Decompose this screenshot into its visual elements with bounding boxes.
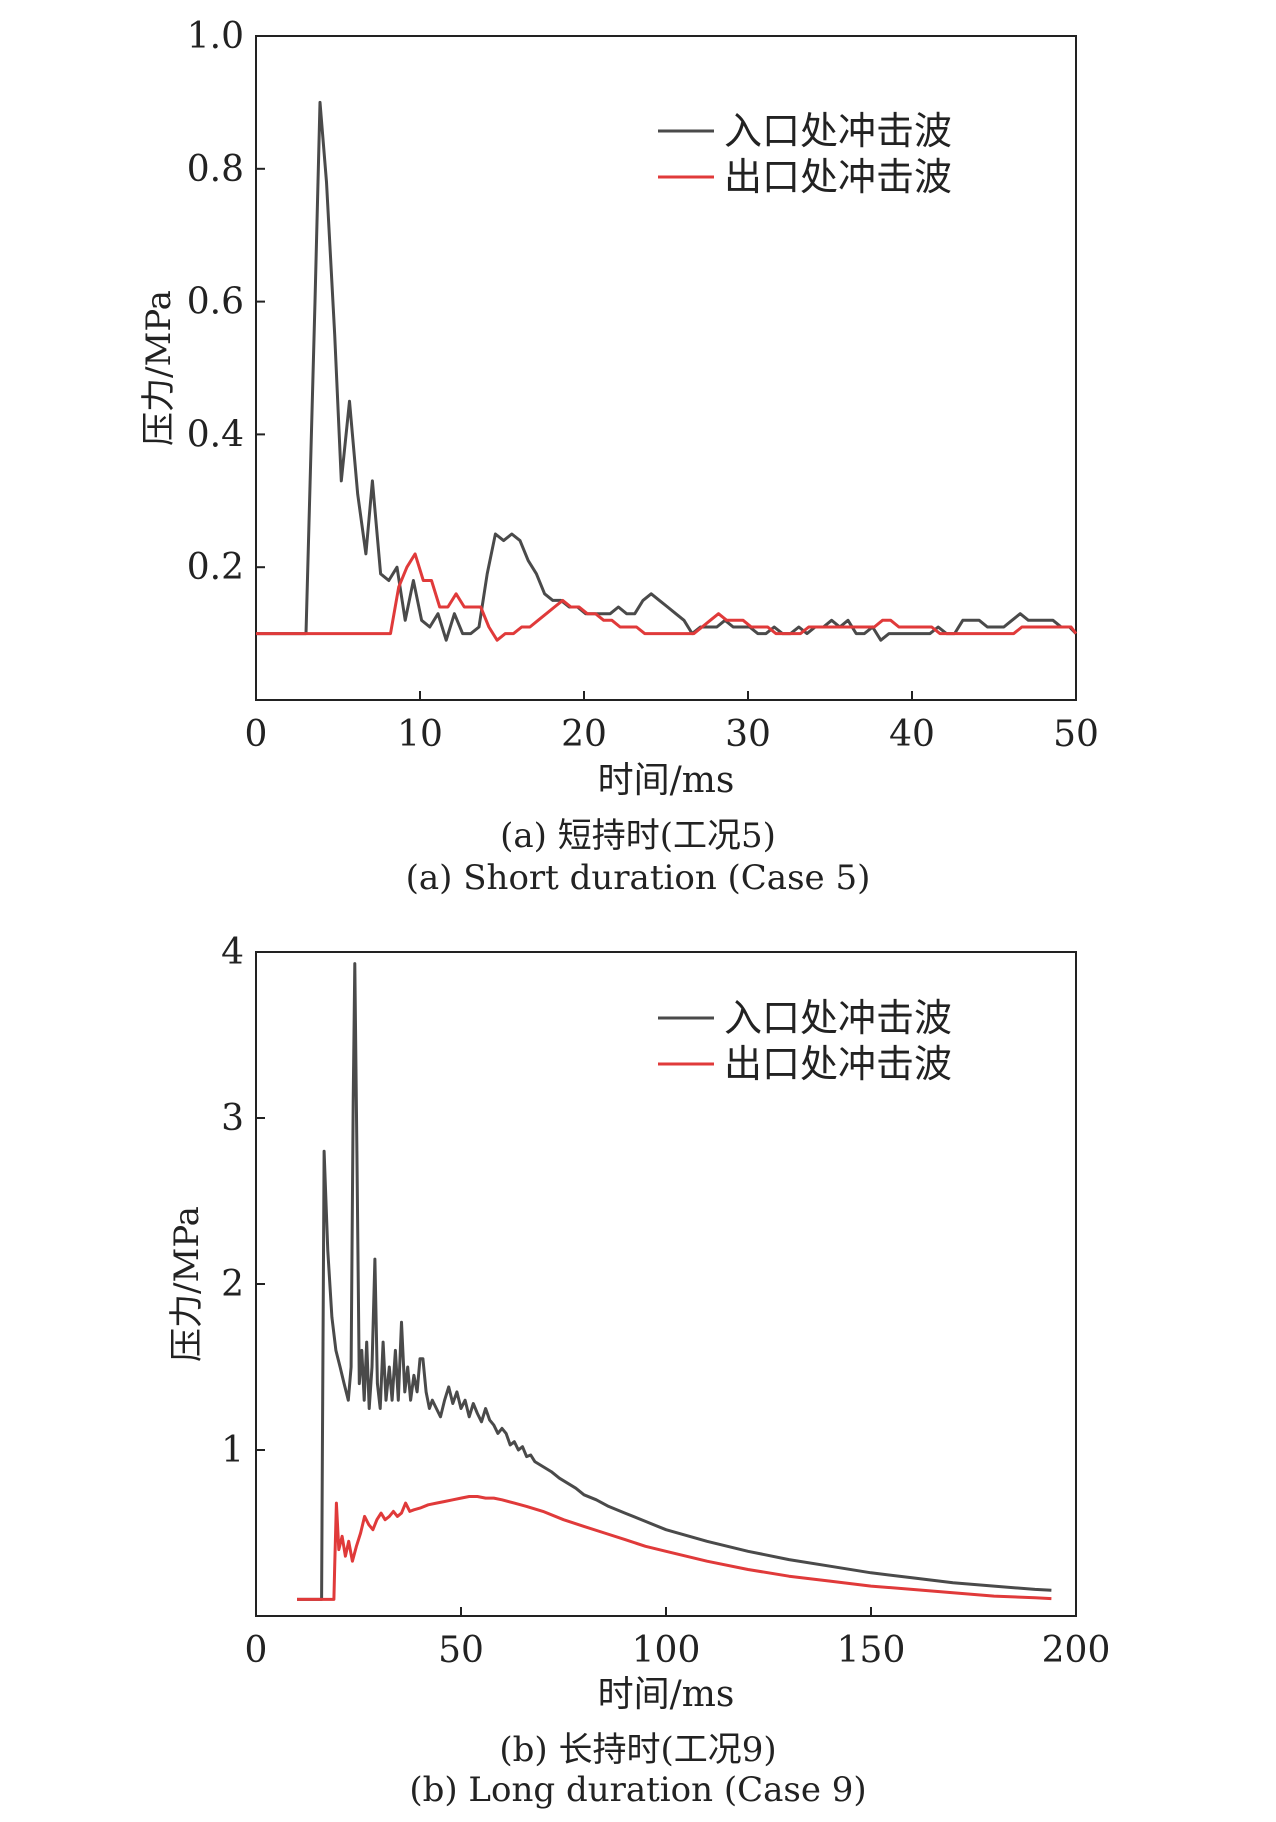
chart-b-x-axis-title: 时间/ms	[598, 1674, 735, 1715]
chart-b-series	[297, 962, 1052, 1601]
chart-a-x-tick-label: 0	[245, 714, 268, 755]
chart-b-legend-inlet: 入口处冲击波	[724, 996, 952, 1040]
chart-b-x-tick-label: 0	[245, 1630, 268, 1671]
chart-b-y-tick-label: 2	[221, 1264, 244, 1305]
chart-a-y-tick-label: 0.8	[187, 149, 244, 190]
chart-b-x-tick-label: 50	[438, 1630, 484, 1671]
chart-a-ticks: 0 10 20 30 40 50 0.2 0.4 0.6 0.8 1.0	[187, 16, 1099, 755]
chart-b-y-tick-label: 4	[221, 932, 244, 973]
chart-a-x-tick-label: 10	[397, 714, 443, 755]
chart-b-caption-en: (b) Long duration (Case 9)	[409, 1770, 867, 1810]
chart-a-y-tick-label: 0.6	[187, 282, 244, 323]
chart-a-series-inlet-line	[256, 100, 1078, 642]
chart-b-caption-cn: (b) 长持时(工况9)	[499, 1730, 777, 1770]
chart-a-y-axis-title: 压力/MPa	[139, 290, 179, 446]
chart-a-x-tick-label: 20	[561, 714, 607, 755]
chart-a-series-outlet-line	[256, 552, 1078, 642]
chart-b: 0 50 100 150 200 1 2 3 4 入口处冲击波 出口处冲击波 时间/ms 压力/…	[167, 932, 1110, 1715]
chart-a-x-axis-title: 时间/ms	[598, 760, 735, 801]
chart-b-ticks: 0 50 100 150 200 1 2 3 4	[221, 932, 1110, 1671]
chart-b-legend-outlet: 出口处冲击波	[724, 1042, 952, 1086]
chart-b-x-tick-label: 150	[837, 1630, 906, 1671]
chart-a-x-tick-label: 40	[889, 714, 935, 755]
chart-a-caption-cn: (a) 短持时(工况5)	[500, 816, 776, 856]
chart-b-y-tick-label: 1	[221, 1430, 244, 1471]
chart-a-caption-en: (a) Short duration (Case 5)	[405, 858, 871, 898]
chart-a-x-tick-label: 30	[725, 714, 771, 755]
chart-a-y-tick-label: 0.2	[187, 547, 244, 588]
chart-a-y-tick-label: 0.4	[187, 414, 244, 455]
chart-b-series-outlet-line	[297, 1495, 1052, 1601]
chart-a-legend-inlet: 入口处冲击波	[724, 109, 952, 153]
chart-b-series-inlet-line	[297, 962, 1052, 1601]
chart-a-legend-outlet: 出口处冲击波	[724, 155, 952, 199]
chart-b-y-tick-label: 3	[221, 1098, 244, 1139]
chart-a-y-tick-label: 1.0	[187, 16, 244, 57]
chart-a-frame	[255, 35, 1077, 701]
chart-b-x-tick-label: 200	[1042, 1630, 1111, 1671]
chart-b-x-tick-label: 100	[632, 1630, 701, 1671]
chart-a-series	[256, 100, 1078, 642]
chart-b-y-axis-title: 压力/MPa	[167, 1206, 207, 1362]
chart-a-x-tick-label: 50	[1053, 714, 1099, 755]
chart-a-legend: 入口处冲击波 出口处冲击波	[658, 109, 952, 199]
chart-b-legend: 入口处冲击波 出口处冲击波	[658, 996, 952, 1086]
chart-a: 0 10 20 30 40 50 0.2 0.4 0.6 0.8 1.0 入口处冲击波 出口处冲击波…	[139, 16, 1099, 801]
